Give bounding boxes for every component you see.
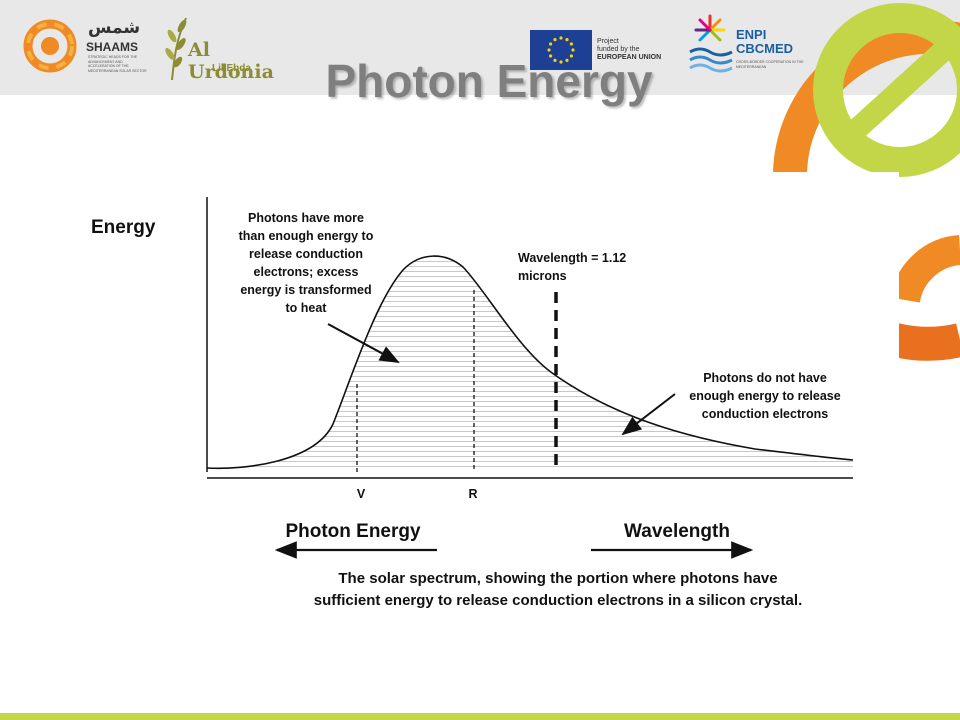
left-annotation-line-1: Photons have more [248,211,364,225]
wavelength-marker-label-2: microns [518,269,567,283]
wavelength-label: Wavelength [624,521,730,542]
shaams-arabic-name: شمس [88,18,141,38]
enpi-description: CROSS-BORDER COOPERATION IN THE MEDITERR… [736,60,804,69]
olive-branch-icon [165,17,187,81]
eu-line-3: EUROPEAN UNION [597,54,662,61]
eu-logo: Project funded by the EUROPEAN UNION [530,28,680,72]
energy-axis-label: Energy [91,217,156,238]
eu-line-1: Project [597,38,619,45]
left-annotation-line-2: than enough energy to [239,229,374,243]
spectrum-curve [206,255,854,470]
right-annotation-line-3: conduction electrons [702,407,828,421]
shaams-description: STRATEGIC HEADS FOR THE ADVANCEMENT AND … [88,55,147,73]
left-annotation-line-3: release conduction [249,247,363,261]
enpi-logo: ENPI CBCMED CROSS-BORDER COOPERATION IN … [688,14,818,76]
caption-line-1: The solar spectrum, showing the portion … [338,570,777,587]
shaams-emblem-icon [23,19,77,73]
wavelength-marker-label-1: Wavelength = 1.12 [518,251,626,265]
enpi-line-1: ENPI [736,27,767,42]
shaams-logo: شمس SHAAMS STRATEGIC HEADS FOR THE ADVAN… [20,16,150,82]
enpi-name: ENPI CBCMED [736,28,793,56]
header-banner [0,0,960,95]
caption-line-2: sufficient energy to release conduction … [314,592,802,609]
eu-funding-text: Project funded by the EUROPEAN UNION [597,38,661,62]
solar-spectrum-diagram: Energy Photons have more than enough ene… [91,197,854,609]
footer-accent-line [0,713,960,720]
photon-energy-label: Photon Energy [285,521,421,542]
left-annotation-line-4: electrons; excess [254,265,359,279]
left-annotation-arrow [327,323,400,363]
urdonia-name: Al Urdonia [188,39,274,83]
slide-title: Photon Energy [325,55,653,107]
urdonia-subtitle: Lil Ebda [212,63,251,74]
enpi-line-2: CBCMED [736,41,794,56]
urdonia-logo: Al Urdonia Lil Ebda [162,14,280,86]
right-annotation-arrow [621,393,676,436]
spectrum-shaded-area [207,256,853,469]
eu-line-2: funded by the [597,46,640,53]
tick-v-label: V [357,487,366,501]
eu-flag-icon [530,30,592,70]
diagram-panel: Energy Photons have more than enough ene… [75,172,899,622]
tick-r-label: R [468,487,477,501]
right-annotation-line-1: Photons do not have [703,371,827,385]
left-annotation-line-6: to heat [286,301,328,315]
shaams-name: SHAAMS [86,40,139,54]
enpi-emblem-icon [689,14,733,73]
left-annotation-line-5: energy is transformed [240,283,371,297]
right-annotation-line-2: enough energy to release [689,389,840,403]
